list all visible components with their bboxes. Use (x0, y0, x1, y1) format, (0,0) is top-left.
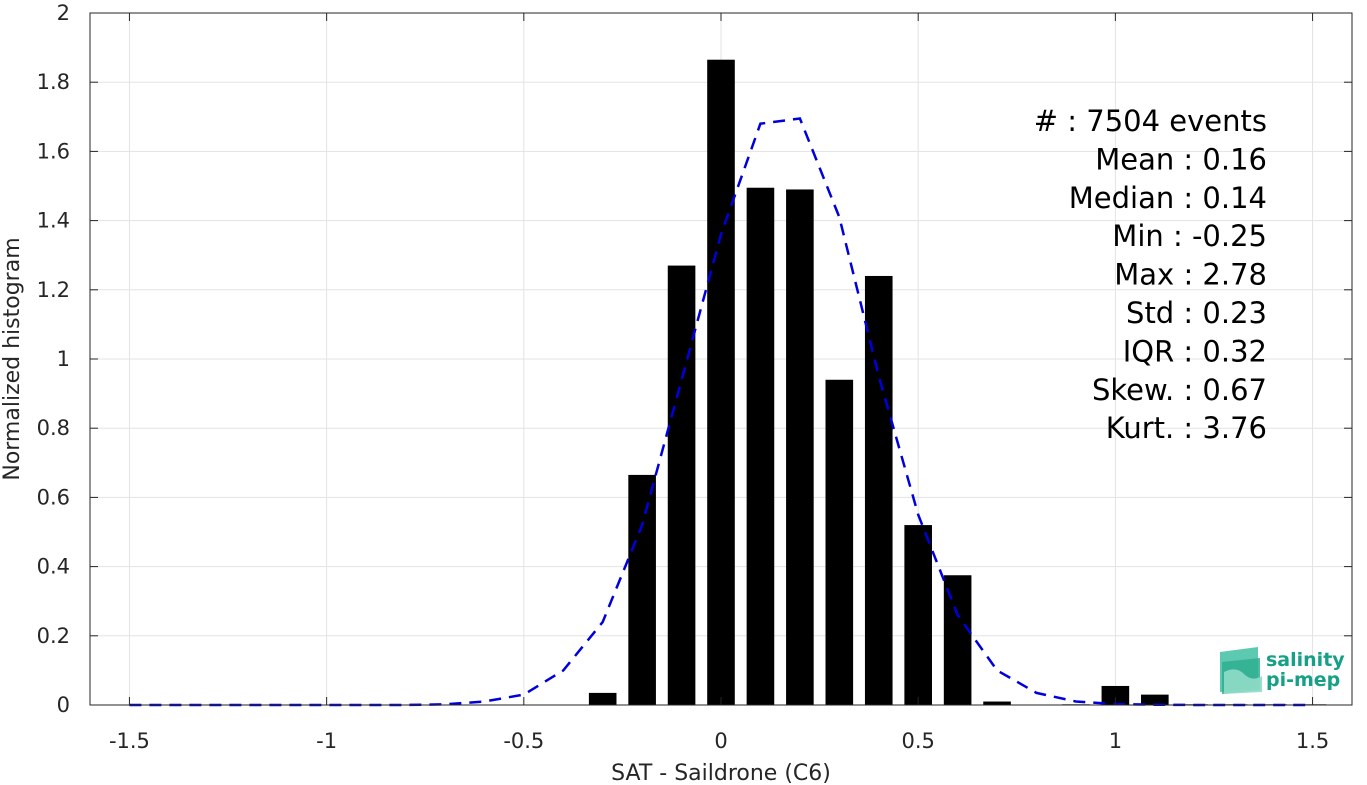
x-tick-label: 0 (714, 729, 727, 753)
histogram-bar (943, 575, 972, 705)
y-tick-labels: 0 0.2 0.4 0.6 0.8 1 1.2 1.4 1.6 1.8 2 (37, 1, 70, 717)
y-tick-label: 0.4 (37, 555, 70, 579)
y-tick-label: 2 (57, 1, 70, 25)
x-tick-label: -1 (316, 729, 337, 753)
x-tick-label: 1.5 (1296, 729, 1329, 753)
salinity-pi-mep-logo: salinity pi-mep (1220, 647, 1345, 694)
histogram-bar (983, 701, 1011, 705)
histogram-bar (786, 189, 814, 705)
y-tick-label: 0.6 (37, 485, 70, 509)
stat-line: Mean : 0.16 (1095, 142, 1267, 176)
stat-line: Skew. : 0.67 (1092, 373, 1267, 407)
histogram-bar (864, 275, 893, 705)
logo-mark-icon (1220, 647, 1262, 694)
stat-line: Min : -0.25 (1112, 219, 1267, 253)
stat-line: IQR : 0.32 (1123, 334, 1267, 368)
y-axis-label: Normalized histogram (0, 237, 25, 480)
histogram-bar (1101, 685, 1130, 705)
histogram-bar (628, 474, 656, 705)
y-tick-label: 1.2 (37, 278, 70, 302)
x-tick-label: 1 (1109, 729, 1122, 753)
histogram-bar (904, 525, 932, 705)
x-tick-label: -0.5 (503, 729, 544, 753)
stat-line: # : 7504 events (1034, 104, 1267, 138)
histogram-bar (1141, 694, 1169, 705)
x-tick-labels: -1.5 -1 -0.5 0 0.5 1 1.5 (109, 729, 1329, 753)
stat-line: Std : 0.23 (1126, 296, 1267, 330)
y-tick-label: 0.2 (37, 624, 70, 648)
bars (588, 59, 1327, 706)
histogram-bar (588, 692, 617, 705)
y-tick-label: 1 (57, 347, 70, 371)
histogram-bar (746, 187, 775, 706)
stats-annotation: # : 7504 events Mean : 0.16 Median : 0.14 M… (1034, 104, 1267, 445)
x-tick-label: 0.5 (901, 729, 934, 753)
logo-line1: salinity (1266, 649, 1345, 671)
y-tick-label: 0 (57, 693, 70, 717)
y-tick-label: 1.4 (37, 209, 70, 233)
stat-line: Median : 0.14 (1069, 181, 1267, 215)
logo-line2: pi-mep (1266, 669, 1340, 691)
histogram-bar (667, 265, 696, 705)
histogram-bar (707, 59, 735, 705)
x-axis-label: SAT - Saildrone (C6) (611, 761, 831, 785)
y-tick-label: 1.6 (37, 139, 70, 163)
y-tick-label: 0.8 (37, 416, 70, 440)
axes-frame (89, 12, 1353, 706)
x-tick-label: -1.5 (109, 729, 150, 753)
stat-line: Max : 2.78 (1114, 258, 1267, 292)
y-tick-label: 1.8 (37, 70, 70, 94)
stat-line: Kurt. : 3.76 (1106, 411, 1267, 445)
histogram-bar (825, 379, 854, 705)
